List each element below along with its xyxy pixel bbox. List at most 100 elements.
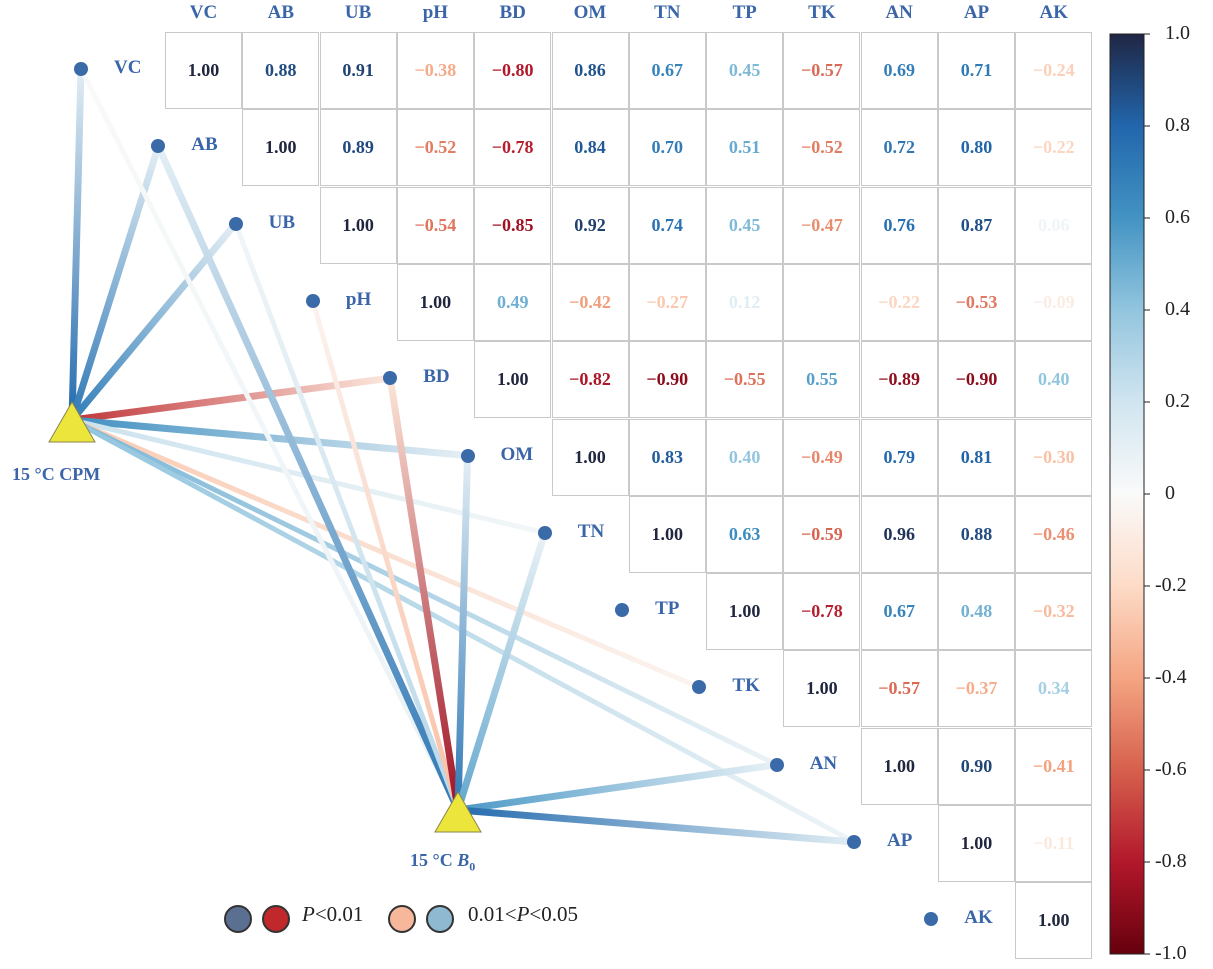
cell-tn-tk: −0.59 — [783, 495, 861, 573]
colorbar-tick-label: 0.4 — [1165, 298, 1190, 320]
row-label-vc: VC — [114, 57, 142, 78]
node-dot-tk — [692, 680, 707, 695]
cell-ub-bd: −0.85 — [474, 186, 552, 264]
colorbar — [1109, 33, 1150, 955]
cell-tn-tn: 1.00 — [628, 495, 706, 573]
cell-bd-ap: −0.90 — [938, 341, 1015, 419]
link-b0-vc — [78, 66, 461, 813]
links-layer — [68, 65, 858, 846]
cell-ph-tk — [783, 263, 861, 341]
cell-ab-om: 0.84 — [551, 109, 629, 187]
node-dot-om — [460, 448, 475, 463]
link-b0-om — [454, 452, 471, 814]
cell-ph-om: −0.42 — [551, 263, 629, 341]
cell-bd-tk: 0.55 — [783, 341, 861, 419]
link-b0-ub — [233, 221, 461, 813]
column-header-ph: pH — [422, 2, 449, 23]
cell-bd-bd: 1.00 — [474, 341, 552, 419]
cell-an-ak: −0.41 — [1015, 727, 1093, 805]
cell-ub-ub: 1.00 — [319, 186, 397, 264]
cell-tn-ak: −0.46 — [1015, 495, 1093, 573]
colorbar-tick-label: -0.2 — [1155, 574, 1187, 596]
cell-ub-an: 0.76 — [860, 186, 938, 264]
node-dot-bd — [383, 371, 398, 386]
colorbar-tick-label: 0.6 — [1165, 206, 1190, 228]
cell-tp-tk: −0.78 — [783, 573, 861, 651]
cell-vc-ph: −0.38 — [396, 32, 474, 109]
cell-bd-tp: −0.55 — [706, 341, 784, 419]
cell-an-an: 1.00 — [860, 727, 938, 805]
cell-ub-ph: −0.54 — [396, 186, 474, 264]
cell-ub-tn: 0.74 — [628, 186, 706, 264]
source-label-cpm: 15 °C CPM — [12, 464, 101, 484]
cell-ab-tk: −0.52 — [783, 109, 861, 187]
cell-ab-tn: 0.70 — [628, 109, 706, 187]
cell-ph-ph: 1.00 — [396, 263, 474, 341]
row-label-ap: AP — [887, 830, 913, 851]
node-dot-ub — [228, 216, 243, 231]
colorbar-tick-label: -0.4 — [1155, 666, 1187, 688]
cell-tk-ap: −0.37 — [938, 650, 1015, 728]
cell-ak-ak: 1.00 — [1015, 882, 1093, 960]
column-header-an: AN — [885, 2, 913, 23]
cell-ab-ap: 0.80 — [938, 109, 1015, 187]
source-node-cpm — [48, 400, 96, 443]
node-dot-ap — [847, 835, 861, 849]
link-b0-tn — [454, 529, 549, 814]
cell-vc-ub: 0.91 — [319, 32, 397, 109]
cell-ub-om: 0.92 — [551, 186, 629, 264]
link-b0-ap — [454, 806, 858, 846]
legend-swatch-positive-weak — [426, 905, 454, 933]
column-header-om: OM — [573, 2, 607, 23]
row-label-ab: AB — [191, 134, 218, 156]
cell-ab-ub: 0.89 — [319, 109, 397, 187]
row-label-ph: pH — [345, 288, 372, 310]
cell-ab-ak: −0.22 — [1015, 109, 1093, 187]
row-label-tp: TP — [655, 598, 680, 620]
cell-tp-ak: −0.32 — [1015, 573, 1093, 651]
cell-tk-tk: 1.00 — [783, 650, 861, 728]
cell-ub-ak: 0.06 — [1015, 186, 1093, 264]
cell-tk-ak: 0.34 — [1015, 650, 1093, 728]
cell-om-an: 0.79 — [860, 418, 938, 496]
cell-ab-an: 0.72 — [860, 109, 938, 187]
link-b0-bd — [386, 374, 462, 814]
cell-tn-ap: 0.88 — [938, 495, 1015, 573]
node-dot-tp — [615, 603, 630, 618]
link-b0-ab — [154, 142, 462, 814]
link-cpm-ab — [68, 142, 162, 424]
row-label-om: OM — [500, 443, 534, 465]
cell-tp-tp: 1.00 — [706, 573, 784, 651]
cell-tn-an: 0.96 — [860, 495, 938, 573]
cell-vc-tk: −0.57 — [783, 32, 861, 109]
source-node-b0 — [434, 790, 482, 833]
cell-ph-tp: 0.12 — [706, 263, 784, 341]
colorbar-tick-label: 1.0 — [1165, 22, 1190, 44]
cell-ph-ap: −0.53 — [938, 263, 1015, 341]
column-header-ab: AB — [267, 2, 294, 23]
source-label-b0-text: 15 °C — [410, 850, 458, 870]
link-b0-an — [454, 761, 781, 814]
column-header-tp: TP — [732, 2, 757, 23]
colorbar-tick-label: 0 — [1165, 482, 1175, 504]
row-label-bd: BD — [423, 366, 450, 388]
colorbar-tick-label: -1.0 — [1155, 942, 1187, 964]
cell-tp-an: 0.67 — [860, 573, 938, 651]
row-label-ub: UB — [268, 211, 295, 233]
cell-om-ak: −0.30 — [1015, 418, 1093, 496]
row-label-tn: TN — [577, 520, 605, 542]
column-header-tn: TN — [654, 2, 681, 23]
cell-bd-ak: 0.40 — [1015, 341, 1093, 419]
cell-vc-vc: 1.00 — [165, 32, 242, 109]
cell-tp-ap: 0.48 — [938, 573, 1015, 651]
legend-swatch-negative-weak — [388, 905, 416, 933]
cell-vc-ap: 0.71 — [938, 32, 1015, 109]
cell-tn-tp: 0.63 — [706, 495, 784, 573]
cell-ub-ap: 0.87 — [938, 186, 1015, 264]
column-header-ub: UB — [344, 2, 372, 23]
source-label-b0-symbol: B — [457, 850, 470, 870]
cell-vc-tn: 0.67 — [628, 32, 706, 109]
cell-vc-tp: 0.45 — [706, 32, 784, 109]
cell-om-om: 1.00 — [551, 418, 629, 496]
